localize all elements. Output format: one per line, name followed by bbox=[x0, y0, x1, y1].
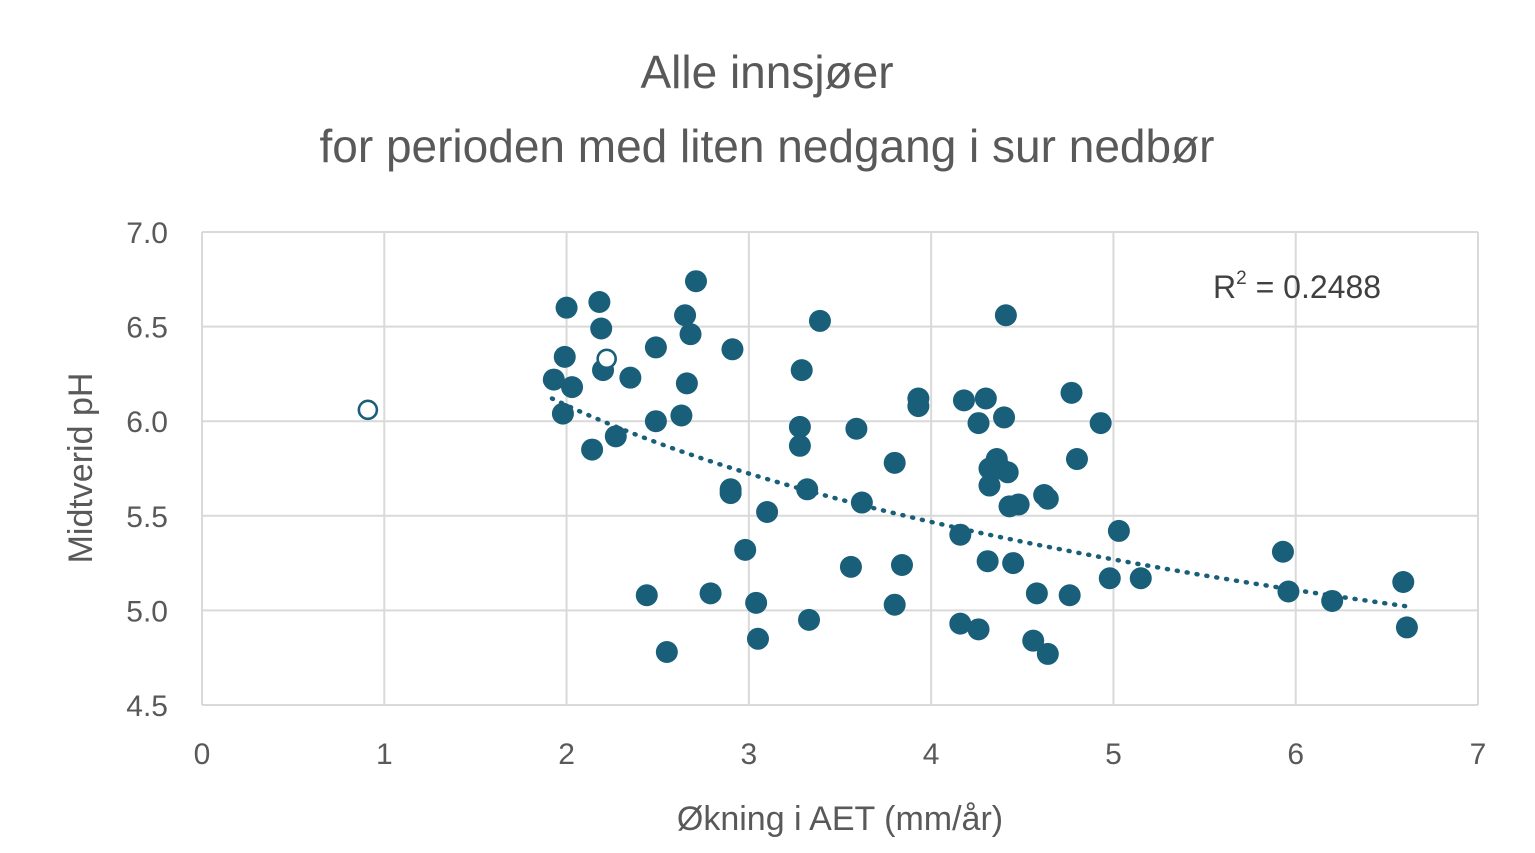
data-point bbox=[553, 345, 576, 368]
y-axis-title: Midtverid pH bbox=[62, 373, 100, 564]
data-point bbox=[561, 376, 584, 399]
data-point bbox=[798, 608, 821, 631]
data-point bbox=[1022, 629, 1045, 652]
y-tick-label: 5.5 bbox=[126, 501, 168, 534]
data-point bbox=[890, 553, 913, 576]
data-point bbox=[555, 296, 578, 319]
x-tick-label: 6 bbox=[1287, 738, 1304, 771]
data-point bbox=[1002, 552, 1025, 575]
data-point bbox=[581, 438, 604, 461]
trendline bbox=[549, 396, 1411, 609]
y-tick-label: 6.0 bbox=[126, 406, 168, 439]
data-point bbox=[734, 538, 757, 561]
data-point bbox=[883, 593, 906, 616]
data-point bbox=[850, 491, 873, 514]
data-point bbox=[675, 372, 698, 395]
tick-labels: 0 1 2 3 4 5 6 7 4.5 5.0 5.5 6.0 6.5 7.0 bbox=[126, 217, 1486, 771]
data-point bbox=[1321, 589, 1344, 612]
r-squared-superscript: 2 bbox=[1236, 268, 1247, 289]
data-point bbox=[790, 359, 813, 382]
data-point bbox=[967, 412, 990, 435]
r-squared-value: = 0.2488 bbox=[1247, 269, 1381, 305]
data-point bbox=[745, 591, 768, 614]
data-point bbox=[655, 641, 678, 664]
data-point bbox=[907, 395, 930, 418]
open-data-point bbox=[596, 348, 617, 370]
data-point bbox=[788, 415, 811, 438]
data-point bbox=[1060, 381, 1083, 404]
data-point bbox=[721, 338, 744, 361]
trendline-group bbox=[549, 396, 1411, 609]
data-point bbox=[883, 451, 906, 474]
data-point bbox=[976, 550, 999, 573]
x-tick-label: 3 bbox=[741, 738, 758, 771]
data-point bbox=[1025, 582, 1048, 605]
x-tick-label: 7 bbox=[1470, 738, 1487, 771]
data-point bbox=[1065, 448, 1088, 471]
data-point bbox=[788, 434, 811, 457]
data-point bbox=[839, 555, 862, 578]
data-point bbox=[974, 387, 997, 410]
data-point bbox=[684, 270, 707, 293]
x-tick-label: 5 bbox=[1105, 738, 1122, 771]
data-point bbox=[978, 474, 1001, 497]
data-point bbox=[670, 404, 693, 427]
data-point bbox=[967, 618, 990, 641]
data-point bbox=[590, 317, 613, 340]
data-point bbox=[1277, 580, 1300, 603]
data-point bbox=[551, 402, 574, 425]
data-point bbox=[1089, 412, 1112, 435]
open-data-point bbox=[357, 399, 379, 421]
y-tick-label: 4.5 bbox=[126, 690, 168, 723]
data-point bbox=[542, 368, 565, 391]
data-point bbox=[719, 482, 742, 505]
data-point bbox=[699, 582, 722, 605]
x-tick-label: 2 bbox=[558, 738, 575, 771]
x-tick-label: 4 bbox=[923, 738, 940, 771]
r-squared-prefix: R bbox=[1213, 269, 1236, 305]
data-point bbox=[1107, 519, 1130, 542]
data-point bbox=[1036, 642, 1059, 665]
data-point bbox=[1395, 616, 1418, 639]
data-point bbox=[674, 304, 697, 327]
data-point bbox=[808, 309, 831, 332]
r-squared-annotation: R2 = 0.2488 bbox=[1213, 268, 1381, 305]
data-points bbox=[357, 270, 1418, 665]
chart-title-line-2: for perioden med liten nedgang i sur ned… bbox=[319, 120, 1214, 172]
data-point bbox=[796, 478, 819, 501]
data-point bbox=[949, 612, 972, 635]
data-point bbox=[1007, 493, 1030, 516]
data-point bbox=[952, 389, 975, 412]
data-point bbox=[635, 584, 658, 607]
chart-title-line-1: Alle innsjøer bbox=[640, 46, 893, 98]
data-point bbox=[1098, 567, 1121, 590]
data-point bbox=[1036, 487, 1059, 510]
data-point bbox=[1392, 571, 1415, 594]
data-point bbox=[746, 627, 769, 650]
data-point bbox=[588, 291, 611, 314]
data-point bbox=[644, 410, 667, 433]
x-tick-label: 0 bbox=[194, 738, 211, 771]
data-point bbox=[996, 461, 1019, 484]
data-point bbox=[845, 417, 868, 440]
y-tick-label: 7.0 bbox=[126, 217, 168, 250]
data-point bbox=[1129, 567, 1152, 590]
data-point bbox=[644, 336, 667, 359]
data-point bbox=[1271, 540, 1294, 563]
data-point bbox=[619, 366, 642, 389]
y-tick-label: 5.0 bbox=[126, 595, 168, 628]
data-point bbox=[949, 523, 972, 546]
data-point bbox=[994, 304, 1017, 327]
data-point bbox=[993, 406, 1016, 429]
y-tick-label: 6.5 bbox=[126, 312, 168, 345]
data-point bbox=[756, 501, 779, 524]
data-point bbox=[1058, 584, 1081, 607]
x-axis-title: Økning i AET (mm/år) bbox=[677, 800, 1003, 838]
x-tick-label: 1 bbox=[376, 738, 393, 771]
data-point bbox=[604, 425, 627, 448]
data-point bbox=[679, 323, 702, 346]
